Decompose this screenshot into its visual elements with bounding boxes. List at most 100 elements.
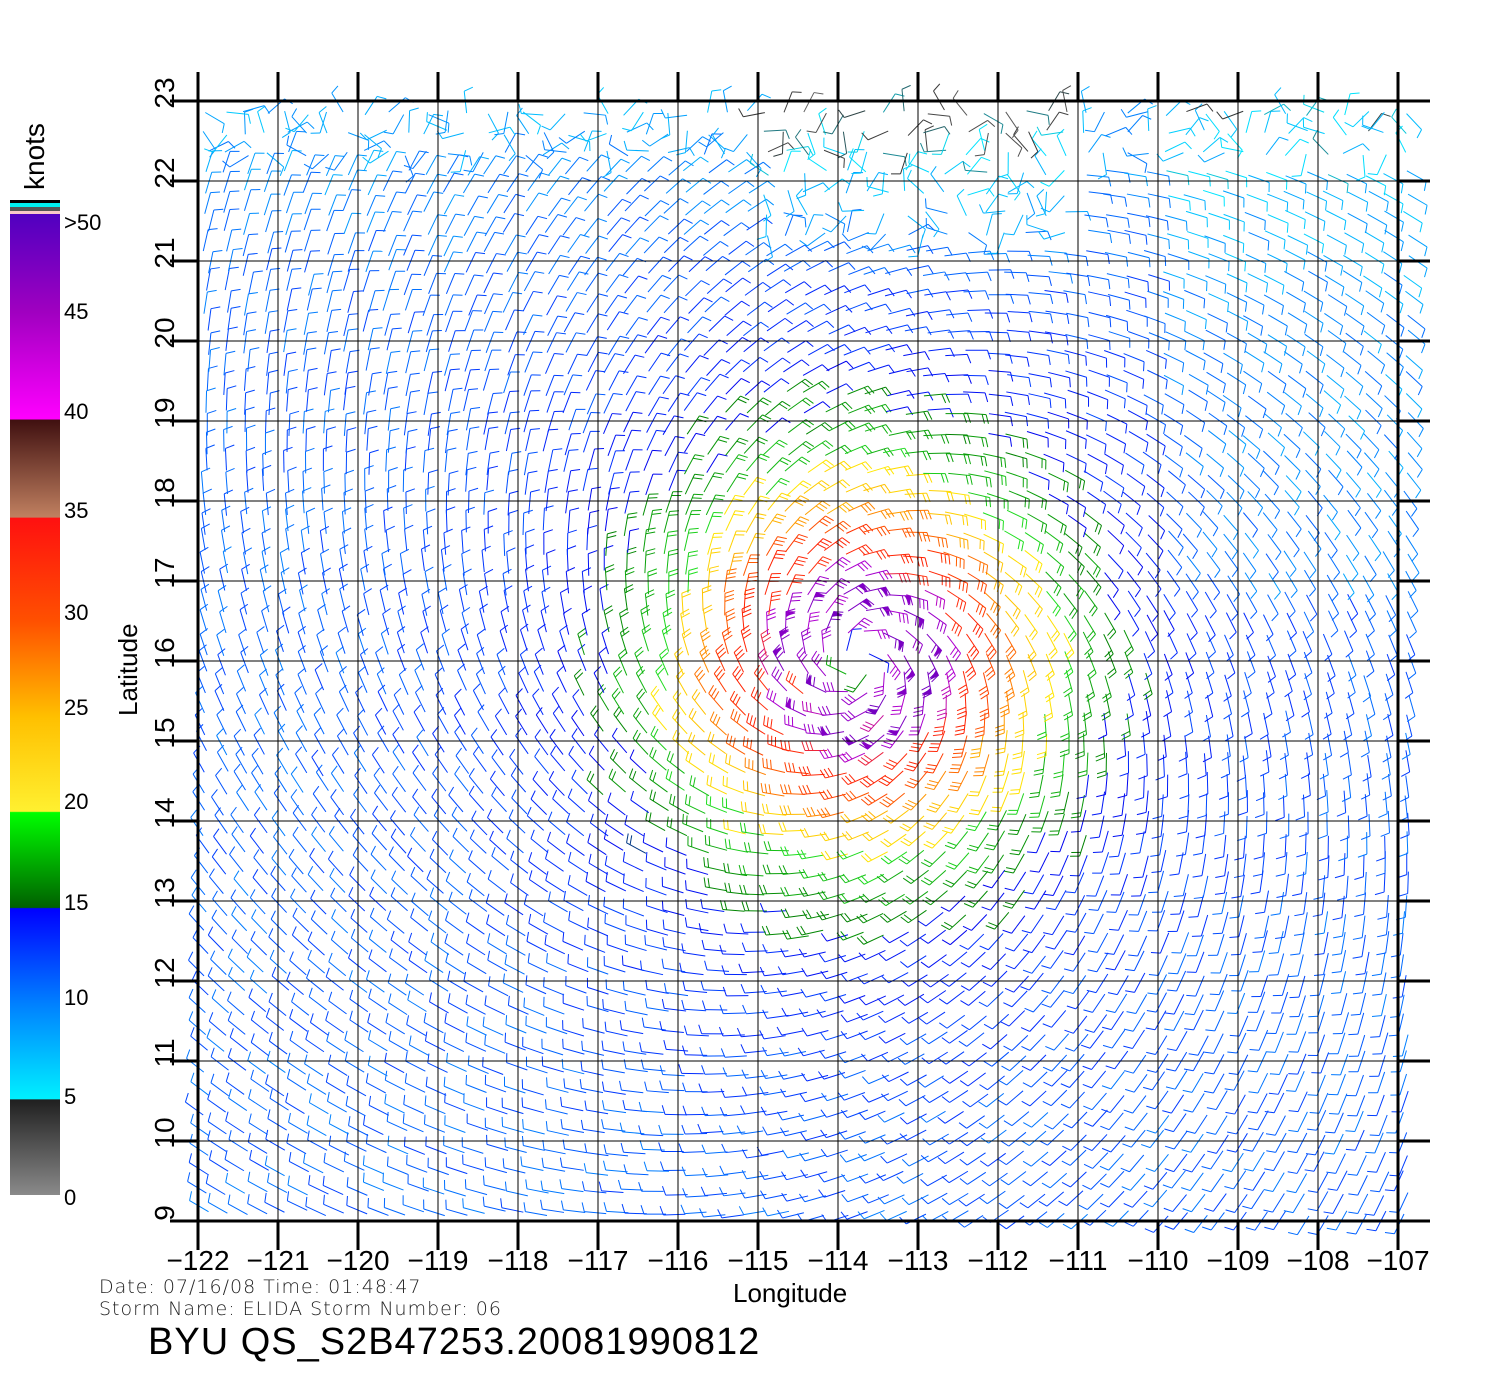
wind-barb-feather	[1181, 1187, 1191, 1192]
wind-barb-feather	[1082, 1083, 1092, 1089]
wind-barb-feather	[724, 882, 728, 893]
wind-barb-feather	[1222, 1168, 1232, 1173]
wind-barb	[742, 736, 764, 756]
wind-barb-feather	[1105, 967, 1115, 971]
wind-barb-shaft	[410, 835, 426, 852]
wind-barb-shaft	[1161, 890, 1169, 913]
wind-barb-shaft	[506, 1190, 528, 1197]
wind-barb-feather	[881, 897, 890, 904]
wind-barb-feather	[987, 828, 997, 831]
wind-barb	[1162, 1094, 1185, 1114]
wind-barb	[940, 895, 966, 912]
wind-barb	[1041, 950, 1064, 969]
wind-barb-feather	[1226, 1149, 1237, 1153]
wind-barb	[1348, 1175, 1368, 1196]
wind-barb-feather	[881, 1074, 890, 1082]
wind-barb-feather	[738, 864, 742, 875]
wind-barb-feather	[1070, 830, 1081, 833]
wind-barb	[266, 1050, 286, 1073]
wind-barb	[216, 728, 228, 756]
wind-barb	[1369, 1055, 1386, 1077]
wind-barb	[445, 1199, 468, 1216]
wind-barb-feather	[819, 750, 825, 759]
wind-barb	[706, 775, 727, 795]
wind-barb-shaft	[1119, 873, 1128, 896]
wind-barb-feather	[1365, 1151, 1375, 1154]
wind-barb-feather	[1352, 992, 1363, 995]
wind-barb-feather	[408, 1035, 412, 1045]
wind-barb	[502, 973, 524, 993]
wind-barb-shaft	[1273, 1092, 1285, 1113]
wind-barb	[1225, 1094, 1246, 1115]
wind-barb-feather	[1212, 932, 1223, 935]
wind-barb-feather	[391, 786, 398, 796]
wind-barb-shaft	[1191, 1193, 1206, 1213]
wind-barb	[784, 762, 809, 775]
wind-barb-shaft	[346, 1141, 367, 1152]
wind-barb-shaft	[253, 814, 268, 834]
wind-barb-feather	[622, 852, 626, 862]
wind-barb-shaft	[767, 1210, 790, 1217]
wind-barb-shaft	[494, 715, 508, 736]
wind-barb	[838, 995, 866, 1004]
wind-barb	[1021, 914, 1044, 934]
wind-barb	[1227, 1114, 1248, 1135]
wind-barb-feather	[926, 783, 937, 787]
wind-barb-shaft	[471, 818, 488, 836]
wind-barb	[522, 1119, 545, 1135]
wind-barb	[960, 990, 986, 1006]
wind-barb-shaft	[1234, 1194, 1248, 1213]
wind-barb-shaft	[967, 1072, 986, 1087]
wind-barb-shaft	[307, 958, 326, 974]
wind-barb-feather	[326, 1031, 330, 1042]
wind-barb	[1143, 1071, 1165, 1091]
wind-barb-shaft	[629, 777, 647, 792]
wind-barb-shaft	[389, 957, 408, 971]
wind-barb	[649, 789, 669, 812]
wind-barb	[1058, 1190, 1084, 1207]
wind-barb-shaft	[624, 823, 644, 837]
wind-barb-shaft	[686, 926, 709, 932]
wind-barb-feather	[611, 771, 617, 781]
wind-barb-shaft	[907, 815, 925, 832]
wind-barb-feather	[1377, 934, 1387, 938]
wind-barb-feather	[188, 905, 195, 915]
wind-barb	[227, 991, 245, 1016]
wind-barb-feather	[190, 1113, 194, 1124]
wind-barb-feather	[190, 869, 197, 878]
wind-barb-feather	[878, 780, 888, 787]
wind-barb-feather	[211, 848, 218, 858]
wind-barb	[1099, 1190, 1125, 1208]
wind-barb-feather	[701, 1000, 706, 1010]
wind-barb-shaft	[1233, 1170, 1247, 1190]
wind-barb	[1208, 934, 1225, 956]
wind-barb-feather	[1000, 1021, 1010, 1027]
wind-barb-feather	[1229, 916, 1240, 919]
wind-barb	[998, 1150, 1024, 1166]
wind-barb-shaft	[308, 996, 327, 1011]
wind-barb	[484, 1117, 507, 1135]
wind-barb-shaft	[1277, 953, 1285, 975]
wind-barb	[1318, 813, 1328, 840]
wind-barb-feather	[1176, 853, 1186, 857]
wind-barb	[526, 806, 545, 831]
wind-barb-shaft	[1091, 1092, 1107, 1111]
wind-barb-feather	[228, 1130, 232, 1140]
wind-barb-feather	[644, 998, 648, 1008]
wind-barb-feather	[429, 992, 432, 1002]
wind-barb-shaft	[325, 976, 344, 991]
wind-barb-feather	[1307, 1232, 1318, 1235]
wind-barb	[208, 1150, 229, 1172]
wind-barb-feather	[1294, 913, 1304, 917]
wind-barb-shaft	[211, 856, 227, 875]
wind-barb	[1203, 1073, 1225, 1094]
wind-barb-feather	[207, 926, 214, 936]
wind-barb-feather	[1050, 795, 1060, 798]
wind-barb-shaft	[1049, 1150, 1067, 1166]
wind-barb-shaft	[567, 883, 588, 896]
wind-barb-feather	[1220, 773, 1230, 779]
wind-barb-shaft	[723, 1171, 746, 1175]
wind-barb	[1205, 990, 1225, 1012]
wind-barb	[544, 1099, 568, 1115]
wind-barb	[349, 1010, 369, 1033]
